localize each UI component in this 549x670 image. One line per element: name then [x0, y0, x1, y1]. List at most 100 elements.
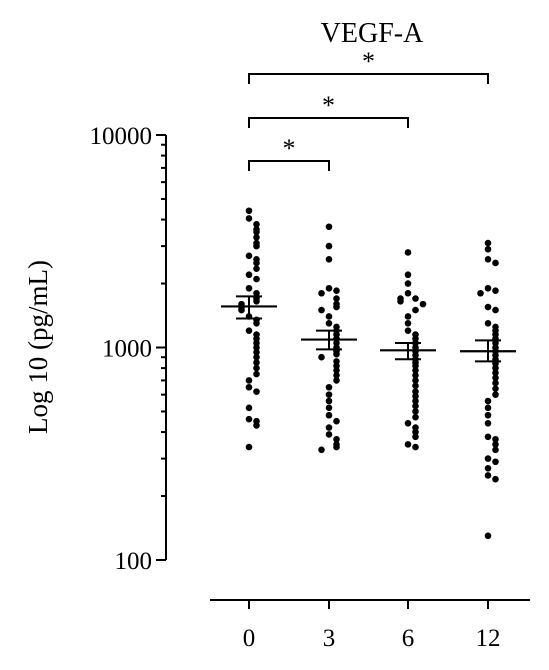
significance-brackets: * * * [248, 47, 489, 171]
data-point [245, 284, 253, 292]
y-tick-label: 100 [115, 548, 153, 575]
data-point [484, 411, 492, 419]
data-point [245, 404, 253, 412]
data-point [333, 371, 340, 379]
data-point [325, 256, 333, 263]
data-point [412, 362, 419, 370]
data-point [245, 215, 253, 222]
data-point [484, 433, 492, 441]
data-point [325, 284, 333, 292]
data-point [492, 374, 499, 382]
data-point [492, 441, 499, 448]
data-point [412, 377, 419, 384]
data-point [253, 234, 260, 241]
data-point [412, 397, 419, 405]
data-point [492, 306, 499, 314]
data-point [484, 532, 492, 540]
data-point [325, 411, 333, 419]
data-point [325, 313, 333, 320]
data-point [253, 275, 260, 283]
data-point [492, 369, 499, 377]
x-tick-label: 3 [323, 625, 336, 652]
data-point [333, 350, 340, 358]
data-point [419, 300, 427, 308]
data-point [412, 382, 419, 390]
data-point [484, 465, 492, 472]
data-point [253, 242, 260, 250]
data-point [484, 419, 492, 427]
data-point [318, 446, 325, 454]
data-point [333, 435, 340, 443]
axes: 100 1000 10000 0 3 6 12 [90, 123, 530, 652]
data-point [253, 297, 260, 305]
data-point [484, 472, 492, 479]
data-point [333, 443, 340, 451]
data-point [325, 223, 333, 231]
y-axis-label: Log 10 (pg/mL) [23, 260, 53, 434]
significance-star: * [283, 134, 296, 163]
data-point [484, 239, 492, 247]
data-point [484, 256, 492, 263]
data-point [492, 475, 499, 483]
significance-star: * [362, 47, 375, 76]
data-groups [221, 207, 516, 540]
data-point [253, 344, 260, 351]
data-point [325, 242, 333, 250]
data-point [253, 388, 260, 395]
data-point [492, 364, 499, 372]
data-point [333, 377, 340, 384]
data-point [412, 367, 419, 374]
x-tick-label: 0 [243, 625, 256, 652]
data-point [404, 327, 412, 334]
data-point [333, 295, 340, 302]
data-point [253, 265, 260, 272]
group-6 [380, 249, 436, 451]
data-point [253, 220, 260, 228]
data-point [253, 289, 260, 297]
data-point [238, 306, 245, 314]
data-point [333, 303, 340, 311]
data-point [318, 289, 325, 297]
data-point [412, 402, 419, 410]
data-point [484, 245, 492, 253]
significance-bracket [248, 117, 409, 128]
data-point [412, 295, 419, 302]
data-point [492, 385, 499, 392]
data-point [253, 422, 260, 429]
data-point [412, 388, 419, 395]
significance-bracket [248, 73, 489, 84]
y-tick-label: 10000 [90, 123, 153, 150]
data-point [404, 289, 412, 297]
data-point [325, 424, 333, 431]
data-point [477, 289, 484, 297]
data-point [325, 431, 333, 438]
data-point [245, 252, 253, 260]
data-point [412, 413, 419, 421]
data-point [253, 348, 260, 356]
significance-star: * [322, 91, 335, 120]
data-point [253, 359, 260, 366]
data-point [484, 397, 492, 405]
data-point [253, 364, 260, 372]
chart-title: VEGF-A [321, 18, 424, 49]
data-point [404, 319, 412, 327]
data-point [492, 287, 499, 295]
group-0 [221, 207, 277, 451]
data-point [484, 455, 492, 462]
data-point [412, 392, 419, 400]
data-point [333, 287, 340, 295]
data-point [404, 271, 412, 279]
data-point [412, 428, 419, 436]
x-tick-label: 6 [402, 625, 415, 652]
data-point [412, 443, 419, 451]
data-point [325, 383, 333, 391]
data-point [333, 417, 340, 425]
data-point [492, 458, 499, 466]
data-point [484, 404, 492, 412]
data-point [253, 228, 260, 236]
y-tick-label: 1000 [102, 336, 152, 363]
data-point [245, 377, 253, 384]
data-point [492, 435, 499, 443]
data-point [325, 404, 333, 412]
